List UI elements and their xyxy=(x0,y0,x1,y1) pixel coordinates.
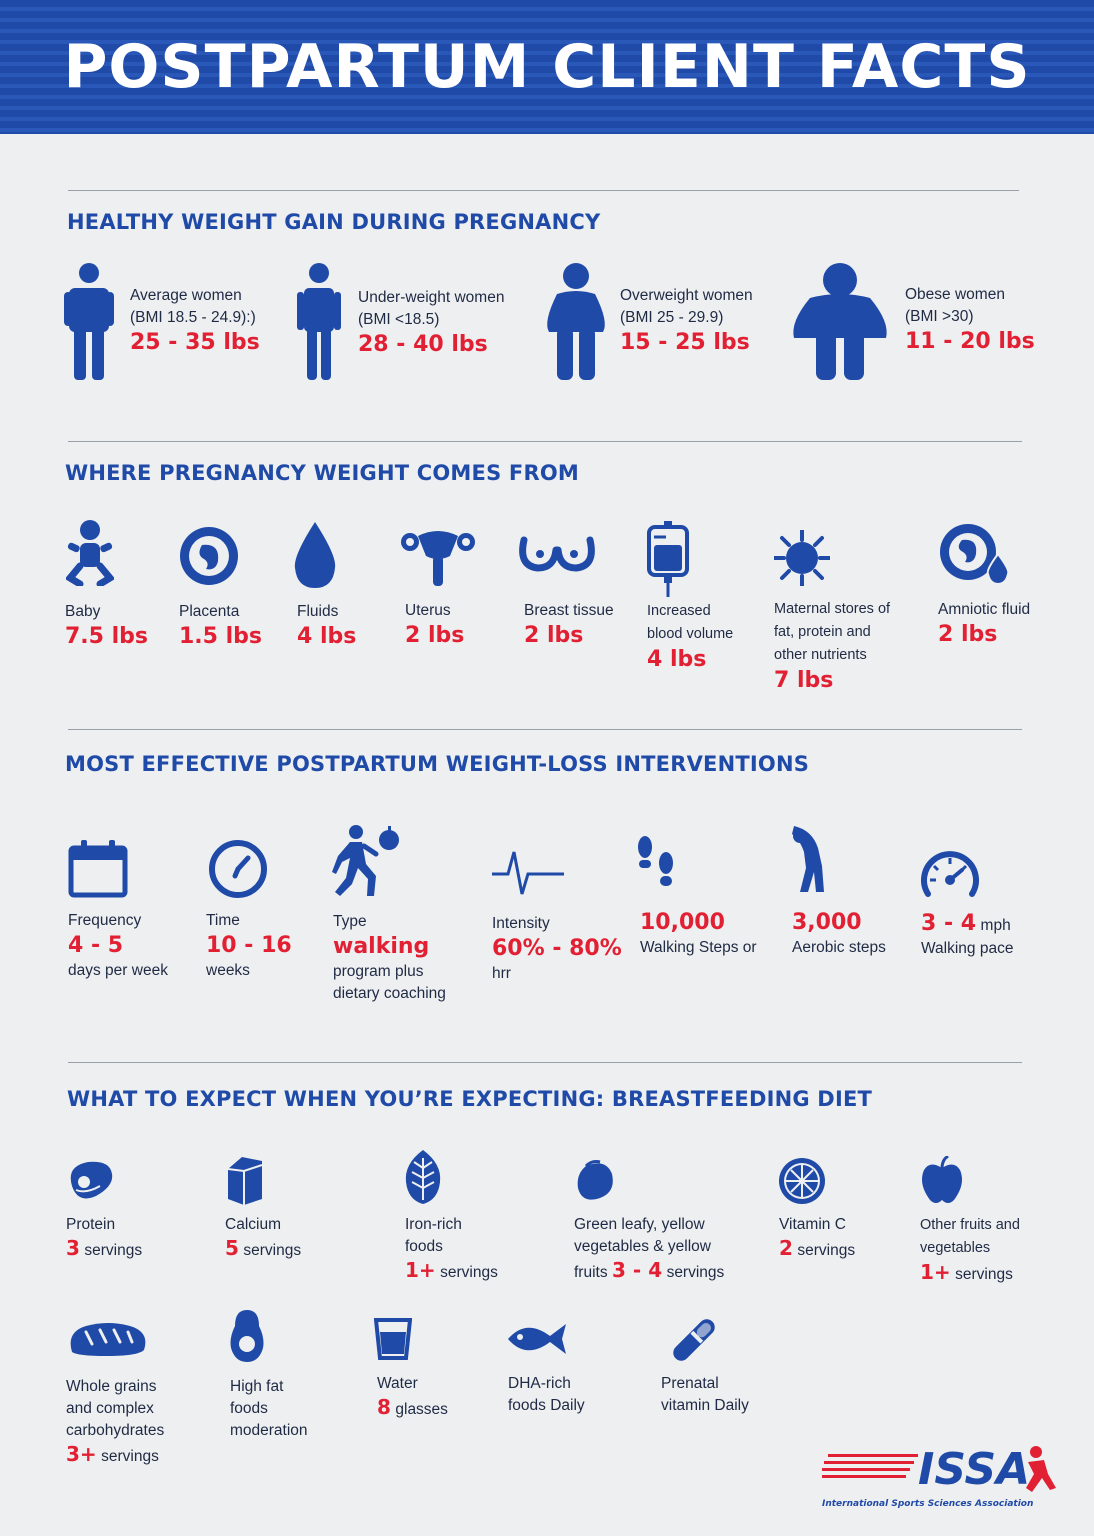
aerobic-person-icon xyxy=(792,826,828,894)
intervention-walking-pace: 3 - 4 mph Walking pace xyxy=(921,911,1014,957)
intervention-walking-steps: 10,000 Walking Steps or xyxy=(640,910,757,956)
leaf-icon xyxy=(404,1150,442,1204)
issa-logo-icon: ISSA International Sports Sciences Assoc… xyxy=(822,1440,1062,1510)
bread-icon xyxy=(66,1322,148,1356)
placenta-icon xyxy=(180,527,238,585)
divider xyxy=(68,1062,1022,1063)
diet-prenatal-vitamin: Prenatal vitamin Daily xyxy=(661,1375,749,1414)
page-title: POSTPARTUM CLIENT FACTS xyxy=(63,32,1031,102)
intervention-type: Type walking program plus dietary coachi… xyxy=(333,913,446,1002)
baby-icon xyxy=(66,520,114,586)
weight-gain-average: Average women (BMI 18.5 - 24.9):) 25 - 3… xyxy=(130,287,260,355)
citrus-slice-icon xyxy=(778,1157,826,1205)
section-title-weight-gain: HEALTHY WEIGHT GAIN DURING PREGNANCY xyxy=(67,210,601,234)
source-blood-volume: Increased blood volume 4 lbs xyxy=(647,603,734,672)
cell-icon xyxy=(774,530,830,586)
diet-dha-rich: DHA-rich foods Daily xyxy=(508,1375,585,1414)
header-banner: POSTPARTUM CLIENT FACTS xyxy=(0,0,1094,134)
source-maternal-stores: Maternal stores of fat, protein and othe… xyxy=(774,601,891,693)
diet-vitamin-c: Vitamin C 2 servings xyxy=(779,1216,856,1260)
overweight-woman-icon xyxy=(543,262,609,382)
source-breast-tissue: Breast tissue 2 lbs xyxy=(524,602,614,648)
section-title-interventions: MOST EFFECTIVE POSTPARTUM WEIGHT-LOSS IN… xyxy=(65,752,810,776)
diet-water: Water 8 glasses xyxy=(377,1375,448,1419)
blood-bag-icon xyxy=(646,521,690,597)
source-fluids: Fluids 4 lbs xyxy=(297,603,357,649)
pill-icon xyxy=(672,1318,716,1362)
logo-caption: International Sports Sciences Associatio… xyxy=(822,1499,1033,1509)
amniotic-fluid-icon xyxy=(940,522,1010,584)
calendar-icon xyxy=(68,840,128,898)
intervention-intensity: Intensity 60% - 80% hrr xyxy=(492,915,622,982)
diet-protein: Protein 3 servings xyxy=(66,1216,143,1260)
intervention-aerobic-steps: 3,000 Aerobic steps xyxy=(792,910,886,956)
diet-whole-grains: Whole grains and complex carbohydrates 3… xyxy=(66,1378,165,1466)
obese-woman-icon xyxy=(790,262,890,382)
divider xyxy=(68,441,1022,442)
water-glass-icon xyxy=(374,1318,412,1360)
apple-icon xyxy=(920,1156,964,1204)
diet-calcium: Calcium 5 servings xyxy=(225,1216,302,1260)
weight-gain-overweight: Overweight women (BMI 25 - 29.9) 15 - 25… xyxy=(620,287,753,355)
intervention-frequency: Frequency 4 - 5 days per week xyxy=(68,912,168,979)
fish-icon xyxy=(506,1322,570,1356)
diet-iron-rich: Iron-rich foods 1+ servings xyxy=(405,1216,498,1282)
diet-green-yellow: Green leafy, yellow vegetables & yellow … xyxy=(574,1216,725,1282)
divider xyxy=(68,729,1022,730)
walking-person-icon xyxy=(332,824,402,898)
heartbeat-icon xyxy=(492,848,564,898)
average-woman-icon xyxy=(64,262,114,382)
avocado-icon xyxy=(229,1310,265,1362)
clock-icon xyxy=(208,840,268,898)
weight-gain-underweight: Under-weight women (BMI <18.5) 28 - 40 l… xyxy=(358,289,505,357)
intervention-time: Time 10 - 16 weeks xyxy=(206,912,292,979)
diet-other-fruits: Other fruits and vegetables 1+ servings xyxy=(920,1217,1020,1284)
breast-tissue-icon xyxy=(518,532,596,572)
weight-gain-obese: Obese women (BMI >30) 11 - 20 lbs xyxy=(905,286,1035,354)
section-title-diet: WHAT TO EXPECT WHEN YOU’RE EXPECTING: BR… xyxy=(67,1087,873,1111)
section-title-weight-sources: WHERE PREGNANCY WEIGHT COMES FROM xyxy=(65,461,579,485)
divider xyxy=(68,190,1019,191)
source-amniotic-fluid: Amniotic fluid 2 lbs xyxy=(938,601,1031,647)
lemon-icon xyxy=(576,1158,616,1202)
footprints-icon xyxy=(636,835,676,893)
fluid-drop-icon xyxy=(293,522,337,588)
diet-high-fat: High fat foods moderation xyxy=(230,1378,308,1439)
uterus-icon xyxy=(400,526,476,586)
speedometer-icon xyxy=(920,848,980,900)
underweight-woman-icon xyxy=(297,262,341,382)
source-baby: Baby 7.5 lbs xyxy=(65,603,149,649)
source-uterus: Uterus 2 lbs xyxy=(405,602,465,648)
logo-text: ISSA xyxy=(918,1444,1030,1495)
milk-carton-icon xyxy=(224,1155,266,1205)
source-placenta: Placenta 1.5 lbs xyxy=(179,603,263,649)
steak-icon xyxy=(66,1160,114,1202)
